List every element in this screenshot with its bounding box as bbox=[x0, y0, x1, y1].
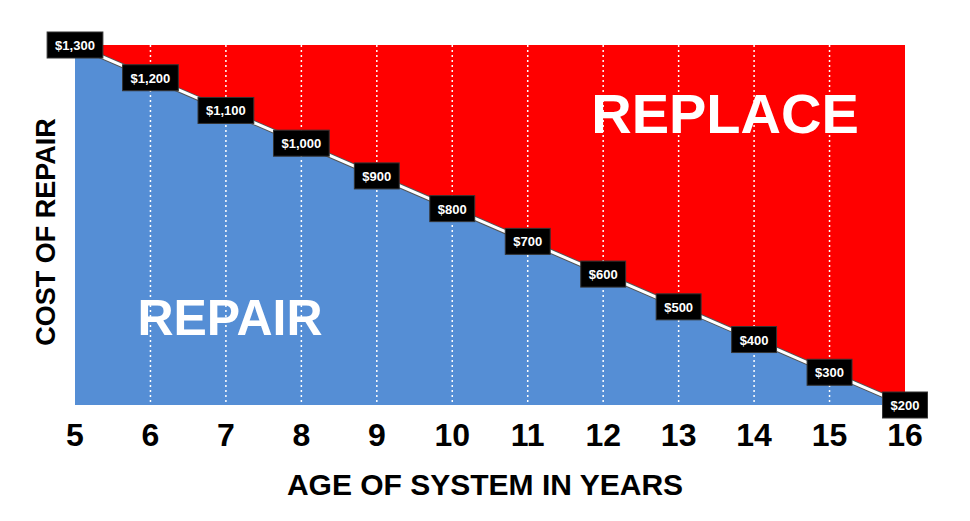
x-tick-label: 15 bbox=[812, 417, 848, 453]
grid-line bbox=[452, 45, 454, 405]
data-label-box bbox=[47, 32, 103, 58]
data-label-box bbox=[581, 261, 626, 287]
data-label: $1,000 bbox=[273, 130, 329, 156]
data-label-box bbox=[807, 359, 852, 385]
data-label: $900 bbox=[354, 163, 399, 189]
annotation: REPLACE bbox=[591, 82, 859, 145]
chart: REPAIR REPLACE $1,300 $1,200 $1,100 $1,000 $90… bbox=[0, 0, 970, 521]
data-label-box bbox=[505, 228, 550, 254]
annotation: REPAIR bbox=[137, 290, 322, 346]
divider-line bbox=[75, 45, 905, 405]
data-label-box bbox=[430, 196, 475, 222]
data-label-text: $1,100 bbox=[206, 103, 246, 118]
data-label-box bbox=[883, 392, 928, 418]
divider-shadow bbox=[75, 45, 905, 405]
data-label-text: $1,300 bbox=[55, 38, 95, 53]
x-tick-label: 12 bbox=[585, 417, 621, 453]
data-label: $1,300 bbox=[47, 32, 103, 58]
data-label: $700 bbox=[505, 228, 550, 254]
data-label: $300 bbox=[807, 359, 852, 385]
data-label-text: $300 bbox=[815, 365, 844, 380]
data-label-box bbox=[198, 97, 254, 123]
data-label-box bbox=[656, 294, 701, 320]
plot-area bbox=[75, 45, 905, 405]
data-label: $600 bbox=[581, 261, 626, 287]
x-tick-label: 16 bbox=[887, 417, 923, 453]
data-label-text: $700 bbox=[513, 234, 542, 249]
x-tick-label: 8 bbox=[292, 417, 310, 453]
x-tick-label: 10 bbox=[434, 417, 470, 453]
data-label-text: $1,000 bbox=[281, 136, 321, 151]
data-label: $800 bbox=[430, 196, 475, 222]
x-axis-title: AGE OF SYSTEM IN YEARS bbox=[287, 468, 683, 501]
x-tick-label: 5 bbox=[66, 417, 84, 453]
y-axis-title: COST OF REPAIR bbox=[31, 118, 61, 346]
grid-line bbox=[301, 45, 303, 405]
plot-background bbox=[75, 45, 905, 405]
data-label-box bbox=[354, 163, 399, 189]
data-label-text: $800 bbox=[438, 202, 467, 217]
x-tick-label: 6 bbox=[142, 417, 160, 453]
data-label-box bbox=[273, 130, 329, 156]
data-label-text: $1,200 bbox=[131, 71, 171, 86]
data-label-box bbox=[732, 327, 777, 353]
grid-line bbox=[150, 45, 152, 405]
data-label-box bbox=[123, 65, 179, 91]
data-label-text: $400 bbox=[740, 333, 769, 348]
data-label: $500 bbox=[656, 294, 701, 320]
x-tick-label: 11 bbox=[511, 417, 545, 453]
repair-area bbox=[75, 45, 905, 405]
data-label-text: $200 bbox=[891, 398, 920, 413]
data-label: $200 bbox=[883, 392, 928, 418]
data-label-text: $500 bbox=[664, 300, 693, 315]
data-label: $400 bbox=[732, 327, 777, 353]
grid-line bbox=[527, 45, 529, 405]
data-label-text: $900 bbox=[362, 169, 391, 184]
data-label: $1,200 bbox=[123, 65, 179, 91]
x-tick-label: 7 bbox=[217, 417, 235, 453]
data-label: $1,100 bbox=[198, 97, 254, 123]
x-tick-label: 14 bbox=[736, 417, 772, 453]
data-label-text: $600 bbox=[589, 267, 618, 282]
x-tick-label: 9 bbox=[368, 417, 386, 453]
grid-line bbox=[376, 45, 378, 405]
x-tick-label: 13 bbox=[661, 417, 697, 453]
